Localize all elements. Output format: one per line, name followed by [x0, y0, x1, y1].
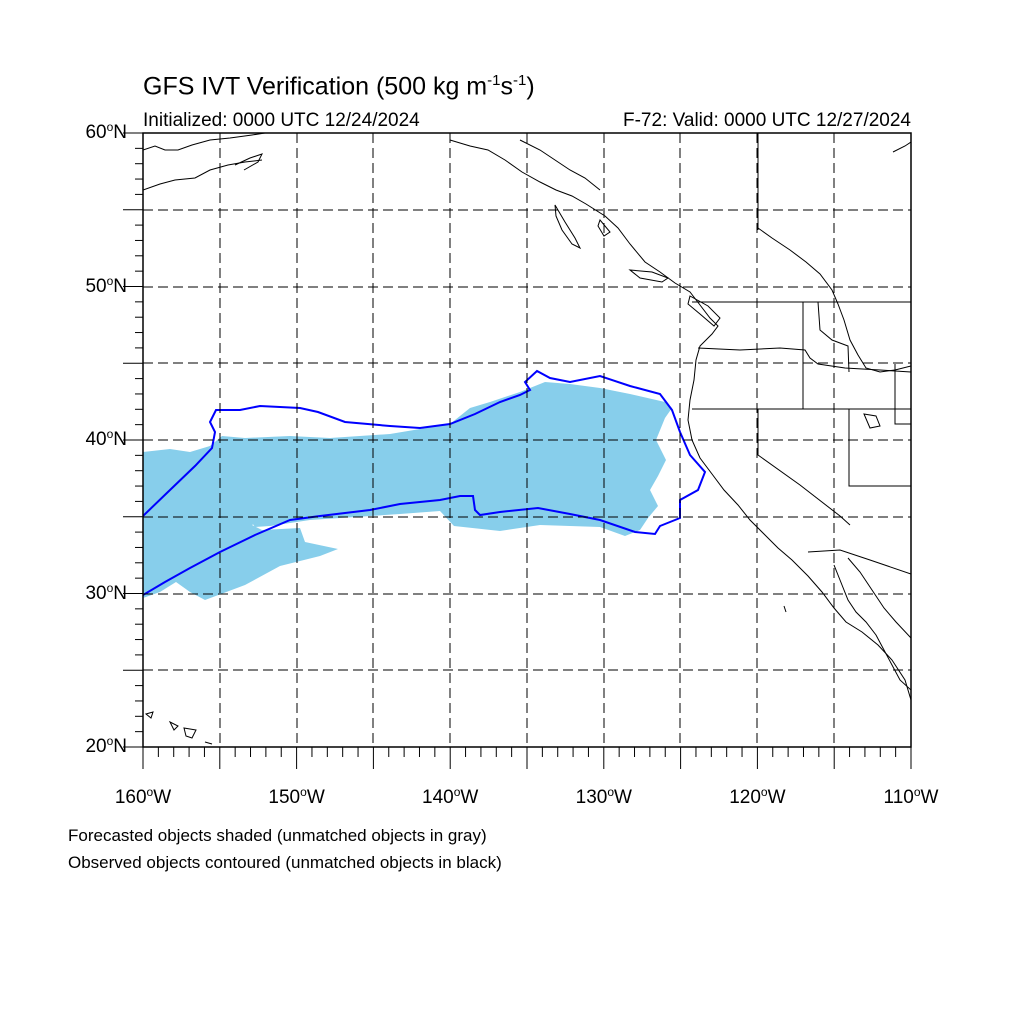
axis-ticks — [123, 132, 912, 769]
lon-label-130: 130oW — [575, 785, 632, 808]
lon-label-150: 150oW — [268, 785, 325, 808]
lat-label-40: 40oN — [85, 427, 127, 450]
lon-label-120: 120oW — [729, 785, 786, 808]
caption-observed: Observed objects contoured (unmatched ob… — [68, 853, 502, 872]
lat-label-50: 50oN — [85, 273, 127, 297]
lat-label-60: 60oN — [85, 120, 127, 143]
initialized-label: Initialized: 0000 UTC 12/24/2024 — [143, 110, 420, 131]
political-boundaries — [692, 133, 911, 575]
lat-label-20: 20oN — [85, 734, 127, 757]
forecast-object — [143, 382, 672, 600]
graticule — [143, 133, 911, 747]
chart-title: GFS IVT Verification (500 kg m-1s-1) — [143, 72, 535, 101]
lon-label-110: 110oW — [883, 785, 939, 808]
observed-contour — [143, 369, 707, 596]
lon-label-140: 140oW — [422, 785, 479, 808]
lat-label-30: 30oN — [85, 580, 127, 604]
caption-forecast: Forecasted objects shaded (unmatched obj… — [68, 826, 487, 845]
lon-label-160: 160oW — [114, 785, 172, 808]
coastlines — [143, 133, 911, 745]
valid-label: F-72: Valid: 0000 UTC 12/27/2024 — [623, 110, 911, 131]
